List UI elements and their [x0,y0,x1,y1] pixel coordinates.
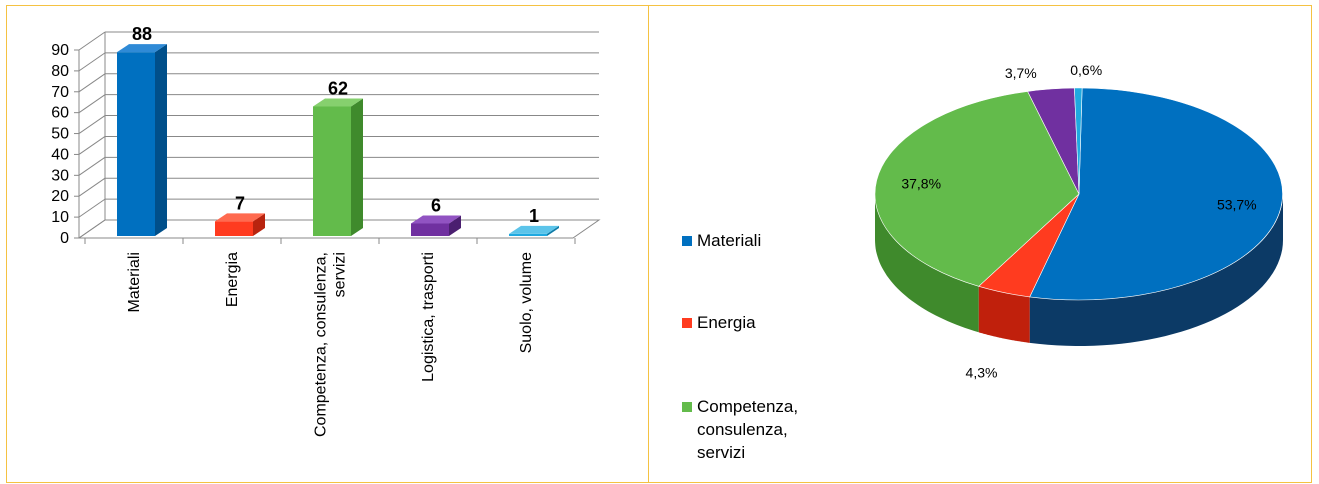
bar-1 [117,44,167,236]
gridline-side [78,177,106,197]
gridline-side [78,73,106,93]
gridline-side [78,31,106,51]
legend-label: Energia [697,313,756,332]
pie-side-competenza [875,194,979,333]
bar-value-label: 7 [235,193,245,213]
x-category-label: servizi [332,252,349,297]
y-tick-label: 40 [51,146,69,163]
bar-top [215,213,265,222]
legend-swatch [682,318,692,328]
pie-percent-label: 37,8% [901,175,941,191]
y-tick-label: 30 [51,167,69,184]
bar-4 [411,215,461,236]
pie-percent-label: 3,7% [1005,65,1037,81]
pie-slice-suolo [1074,87,1083,195]
gridline-side [78,115,106,134]
pie-side-materiali [1029,194,1283,346]
pie-chart: 53,7% 4,3% 37,8% 3,7% 0,6% Materiali Energia Co… [682,62,1283,462]
x-category-label: Logistica, trasporti [420,252,437,382]
pie-slice-competenza [874,91,1080,287]
y-tick-label: 0 [60,230,69,247]
x-category-label: Suolo, volume [518,252,535,353]
bar-top [117,44,167,53]
gridline-side [78,94,106,114]
pie-slice-materiali [1029,87,1283,301]
y-tick-label: 60 [51,105,69,122]
legend-swatch [682,236,692,246]
pie-percent-label: 4,3% [966,365,998,381]
bar-chart: 0 10 20 30 40 50 60 70 80 90 88 7 62 6 1 Materiali Energ… [51,24,601,437]
legend-label: servizi [697,443,745,462]
bar-2 [215,213,265,236]
legend-label: Materiali [697,231,761,250]
legend-swatch [682,402,692,412]
pie-side-energia [978,286,1030,343]
bar-value-label: 6 [431,195,441,215]
x-category-label: Energia [224,252,241,307]
gridline-side [78,198,106,218]
bar-5 [509,225,559,236]
gridline-side [78,136,106,155]
pie-chart-panel: 53,7% 4,3% 37,8% 3,7% 0,6% Materiali Energia Co… [648,5,1312,483]
legend-label: consulenza, [697,420,788,439]
bar-side [155,44,167,236]
legend-label: Competenza, [697,397,798,416]
bar-side [351,98,363,236]
x-category-label: Materiali [126,252,143,312]
bar-side [547,225,559,236]
bar-front [509,233,547,236]
y-tick-label: 70 [51,84,69,101]
bar-side [253,213,265,236]
bar-value-label: 62 [328,78,348,98]
y-tick-label: 50 [51,126,69,143]
bar-front [117,52,155,236]
bar-front [313,106,351,236]
bar-chart-panel: 0 10 20 30 40 50 60 70 80 90 88 7 62 6 1 Materiali Energ… [6,5,649,483]
bar-front [411,223,449,236]
bar-front [215,221,253,236]
bar-top [313,98,363,107]
y-tick-label: 10 [51,209,69,226]
bar-3 [313,98,363,236]
bar-top [411,215,461,224]
bar-side [449,215,461,236]
bar-value-label: 88 [132,24,152,44]
gridline-side [78,156,106,176]
pie-percent-label: 53,7% [1217,197,1257,213]
pie-percent-label: 0,6% [1070,62,1102,78]
pie-top [874,87,1283,301]
gridline-side [78,219,106,239]
bar-value-label: 1 [529,206,539,226]
bar-top [509,225,559,234]
pie-legend: Materiali Energia Competenza, consulenza, se… [682,231,798,462]
y-tick-label: 20 [51,188,69,205]
pie-sides [875,194,1283,346]
y-tick-label: 80 [51,63,69,80]
y-tick-label: 90 [51,42,69,59]
x-category-label: Competenza, consulenza, [313,252,330,437]
gridline-side [78,52,106,72]
